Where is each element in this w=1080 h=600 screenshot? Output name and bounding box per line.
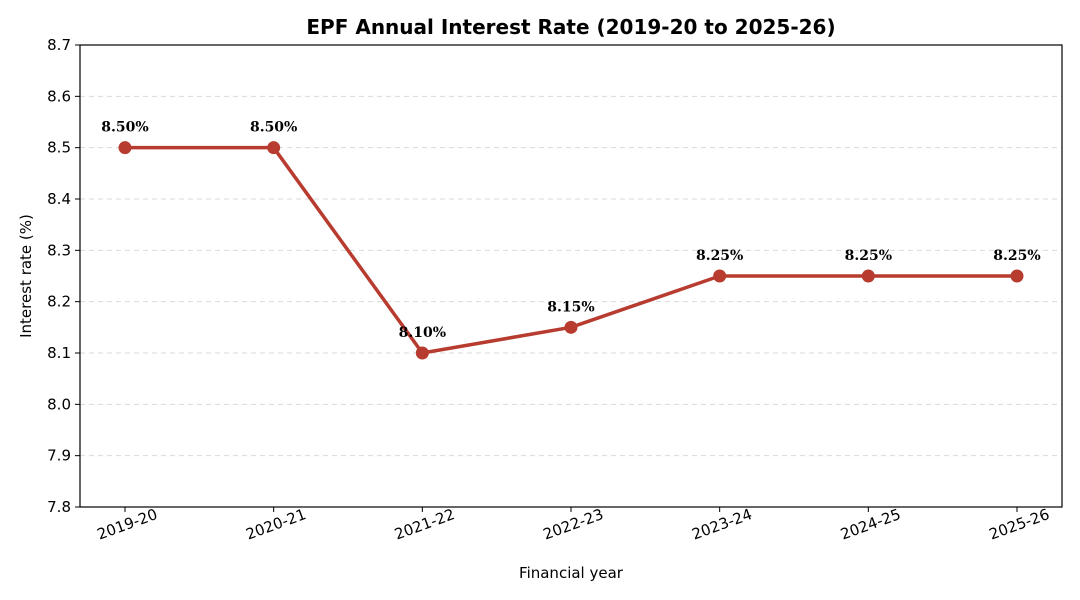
data-label: 8.25% <box>993 248 1040 264</box>
y-tick-label: 8.3 <box>47 241 71 259</box>
data-label: 8.25% <box>696 248 743 264</box>
y-tick-label: 8.2 <box>47 293 71 311</box>
data-point <box>564 320 578 334</box>
y-tick-label: 7.8 <box>47 498 71 516</box>
data-point <box>1010 269 1024 283</box>
y-axis-label: Interest rate (%) <box>17 214 35 338</box>
x-tick-label: 2022-23 <box>541 505 606 543</box>
chart-title: EPF Annual Interest Rate (2019-20 to 202… <box>306 15 835 39</box>
x-tick-label: 2020-21 <box>243 505 308 543</box>
y-tick-label: 8.5 <box>47 139 71 157</box>
data-label: 8.25% <box>845 248 892 264</box>
y-axis: 7.8 7.9 8.0 8.1 8.2 8.3 8.4 8.5 8.6 8.7 <box>47 36 80 516</box>
y-tick-label: 8.0 <box>47 395 71 413</box>
data-point <box>713 269 727 283</box>
x-tick-label: 2024-25 <box>838 505 903 543</box>
data-label: 8.10% <box>399 325 446 341</box>
x-tick-label: 2019-20 <box>95 505 160 543</box>
x-tick-label: 2025-26 <box>987 505 1052 543</box>
x-tick-label: 2023-24 <box>689 505 754 543</box>
data-point <box>861 269 875 283</box>
x-axis-label: Financial year <box>519 564 624 582</box>
data-point <box>415 346 429 360</box>
series-layer: 8.50% 8.50% 8.10% 8.15% 8.25% 8.25% 8.25% <box>101 120 1041 360</box>
y-tick-label: 8.6 <box>47 87 71 105</box>
x-tick-label: 2021-22 <box>392 505 457 543</box>
data-label: 8.50% <box>101 120 148 136</box>
data-label: 8.50% <box>250 120 297 136</box>
data-point <box>267 141 281 155</box>
y-tick-label: 8.1 <box>47 344 71 362</box>
y-tick-label: 7.9 <box>47 447 71 465</box>
data-label: 8.15% <box>547 299 594 315</box>
x-axis: 2019-20 2020-21 2021-22 2022-23 2023-24 2024-… <box>95 505 1052 543</box>
y-tick-label: 8.4 <box>47 190 71 208</box>
y-tick-label: 8.7 <box>47 36 71 54</box>
data-point <box>118 141 132 155</box>
